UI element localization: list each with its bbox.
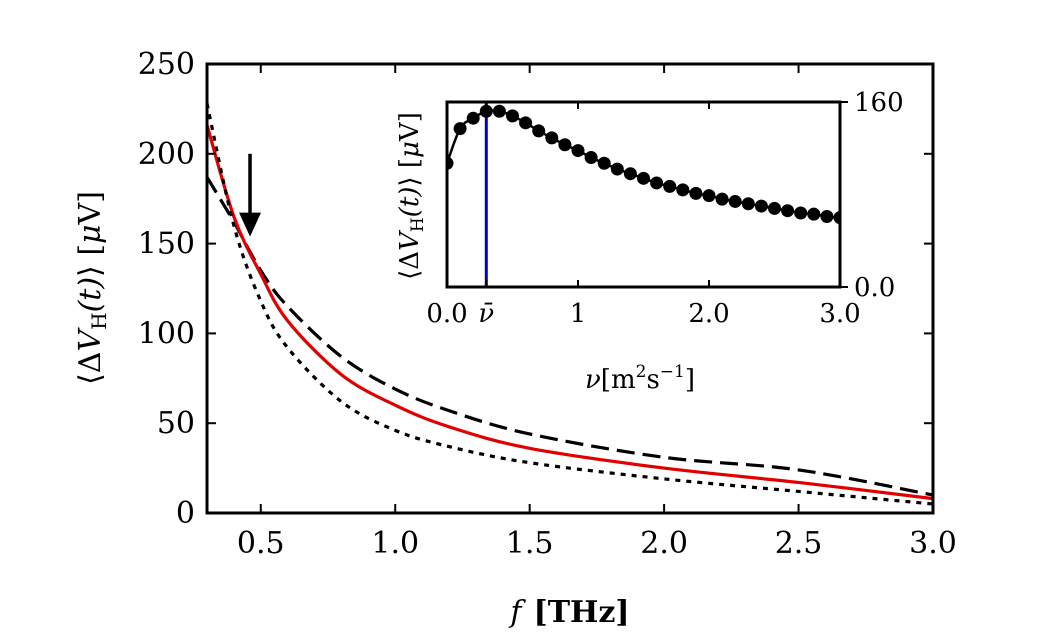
inset-y-axis-title: ⟨ΔVH(t)⟩ [μV] (395, 112, 428, 280)
inset-data-point (466, 111, 480, 125)
inset-data-point (623, 167, 637, 181)
inset-y-tick-label: 160 (854, 88, 904, 118)
main-series-group (207, 103, 933, 506)
main-x-tick-label: 3.0 (909, 526, 957, 561)
main-x-axis-unit: [THz] (534, 595, 630, 630)
inset-x-tick-label: ν̄ (478, 299, 494, 329)
main-x-tick-label: 1.0 (371, 526, 419, 561)
inset-x-tick-label: 0.0 (426, 299, 467, 329)
inset-y-open: ⟨Δ (395, 251, 425, 280)
main-y-tick-label: 100 (138, 316, 195, 351)
inset-data-point (519, 116, 533, 130)
inset-data-point (676, 183, 690, 197)
main-x-tick-label: 0.5 (237, 526, 285, 561)
inset-data-point (807, 207, 821, 221)
main-x-axis-var: f (508, 595, 526, 630)
main-x-tick-label: 2.5 (775, 526, 823, 561)
inset-data-point (702, 189, 716, 203)
inset-data-point (571, 144, 585, 158)
inset-data-point (754, 199, 768, 213)
inset-data-point (597, 156, 611, 170)
inset-data-point (492, 104, 506, 118)
main-plot-frame (205, 62, 935, 515)
main-y-V: V (73, 327, 108, 352)
inset-y-sub: H (408, 217, 428, 232)
inset-data-point (689, 186, 703, 200)
inset-series-group (447, 102, 840, 287)
inset-data-point (447, 156, 454, 170)
inset-y-mu: μ (395, 141, 425, 158)
main-series-line-dotted (207, 103, 933, 506)
main-x-axis-title: f [THz] (508, 595, 629, 630)
inset-x-sup1: 2 (636, 362, 647, 382)
main-x-tick-label: 2.0 (640, 526, 688, 561)
main-y-tick-label: 150 (138, 227, 195, 262)
main-y-tick-label: 250 (138, 47, 195, 82)
inset-data-point (584, 151, 598, 164)
inset-data-point (453, 122, 467, 136)
inset-y-close: ⟩ (395, 176, 425, 186)
main-ticks-group: 0.5 1.0 1.5 2.0 2.5 3.0 0 50 100 150 200 250 (138, 47, 957, 561)
inset-data-point (506, 109, 519, 123)
inset-data-point (545, 131, 559, 145)
main-y-unit-close: V] (73, 191, 108, 225)
inset-data-point (768, 201, 781, 215)
main-y-mu: μ (73, 224, 108, 244)
inset-y-args: (t) (395, 187, 425, 218)
main-x-tick-label: 1.5 (506, 526, 554, 561)
inset-y-tick-label: 0.0 (854, 273, 895, 303)
inset-plot-frame (445, 100, 842, 289)
inset-x-axis-title: ν[m2s−1] (585, 362, 695, 395)
main-y-sub: H (87, 312, 111, 329)
inset-data-point (479, 104, 493, 118)
inset-data-point (532, 124, 546, 138)
inset-data-point (833, 211, 840, 225)
main-y-tick-label: 200 (138, 137, 195, 172)
inset-data-point (558, 138, 572, 152)
inset-x-tick-label: 3.0 (819, 299, 860, 329)
inset-x-sup2: −1 (660, 362, 685, 382)
inset-data-point (650, 176, 664, 190)
inset-x-tick-label: 1 (570, 299, 587, 329)
inset-data-point (741, 197, 755, 211)
inset-data-point (715, 192, 729, 206)
inset-x-nu: ν (585, 365, 601, 395)
main-y-open: ⟨Δ (73, 352, 108, 385)
inset-x-open: [m (601, 365, 636, 395)
inset-x-close: ] (685, 365, 695, 395)
main-series-line-red-solid (207, 124, 933, 501)
inset-y-unit-open: [ (395, 158, 425, 176)
main-y-close: ⟩ (73, 265, 108, 277)
inset-y-unit-close: V] (395, 112, 425, 142)
inset-data-point (820, 209, 834, 223)
arrow-head-icon (239, 212, 262, 237)
main-series-line-dashed (207, 176, 933, 497)
arrow-indicator (239, 153, 262, 237)
main-y-unit-open: [ (73, 244, 108, 265)
inset-x-s: s (646, 365, 659, 395)
inset-y-V: V (395, 230, 425, 251)
main-y-axis-title: ⟨ΔVH(t)⟩ [μV] (73, 191, 111, 385)
inset-background (447, 102, 840, 287)
inset-data-point (794, 206, 808, 220)
main-y-args: (t) (73, 277, 108, 312)
main-y-tick-label: 0 (176, 496, 195, 531)
inset-data-point (663, 179, 677, 193)
inset-data-point (637, 171, 650, 185)
main-plot: 0.5 1.0 1.5 2.0 2.5 3.0 0 50 100 150 200 250 f [THz… (73, 47, 957, 630)
inset-x-tick-label: 2.0 (688, 299, 729, 329)
inset-data-point (610, 162, 624, 176)
inset-data-point (781, 204, 795, 218)
main-y-tick-label: 50 (157, 406, 195, 441)
inset-data-point (728, 194, 742, 208)
